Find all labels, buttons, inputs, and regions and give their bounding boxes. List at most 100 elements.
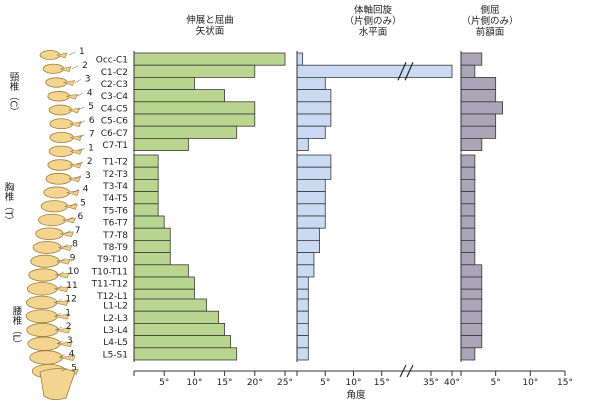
bar-rotation-c5-c6 [296, 113, 332, 127]
x-tick-label: 15° [217, 378, 233, 388]
bar-rotation-t6-t7 [296, 215, 326, 229]
bar-rotation-t9-t10 [296, 252, 315, 266]
bar-rotation-l3-l4 [296, 322, 309, 336]
x-tick-label: 10° [522, 378, 538, 388]
category-label-t8-t9: T8-T9 [102, 243, 128, 253]
axis-break-mark [404, 62, 414, 81]
bar-lateral-c2-c3 [460, 77, 497, 91]
vertebra-body [35, 227, 64, 241]
leader-line [78, 120, 85, 124]
category-label-c4-c5: C4-C5 [101, 104, 128, 114]
bar-flexion-c5-c6 [133, 113, 256, 127]
chart-title-line: 体軸回旋 [354, 4, 393, 16]
bar-flexion-c1-c2 [133, 64, 256, 78]
spinous-process [70, 148, 83, 155]
vertebra-body [48, 104, 72, 116]
vertebra-body [49, 131, 74, 144]
vertebra-number: 6 [89, 116, 95, 126]
bar-lateral-l1-l2 [460, 298, 483, 312]
bar-rotation-l4-l5 [296, 335, 309, 349]
vertebra-body [27, 336, 61, 351]
leader-line [70, 203, 77, 207]
bar-flexion-t11-t12 [133, 276, 195, 290]
chart-title-line: 水平面 [359, 26, 388, 38]
category-label-c2-c3: C2-C3 [101, 80, 128, 90]
spinous-process [59, 66, 72, 73]
category-label-t11-t12: T11-T12 [91, 280, 128, 290]
vertebra-number: 3 [85, 171, 91, 181]
bar-rotation-c7-t1 [296, 137, 309, 151]
leader-line [74, 79, 81, 83]
spinous-process [69, 121, 82, 128]
chart-title-line: 前額面 [476, 26, 505, 38]
spinous-process [62, 80, 75, 86]
vertebra-body [30, 254, 60, 268]
chart-title-line: （片側のみ） [344, 15, 401, 27]
x-tick-label: 5° [320, 378, 330, 388]
bar-lateral-l5-s1 [460, 347, 476, 361]
leader-line [59, 258, 66, 262]
bar-flexion-c7-t1 [133, 137, 189, 151]
spinous-process [55, 52, 68, 59]
vertebra-number: 6 [77, 212, 83, 222]
vertebra-number: 12 [65, 295, 76, 305]
vertebra-body [26, 295, 58, 310]
vertebra-number: 9 [70, 253, 76, 263]
bar-lateral-l4-l5 [460, 335, 483, 349]
category-label-t4-t5: T4-T5 [102, 194, 128, 204]
bar-flexion-t6-t7 [133, 215, 165, 229]
bar-rotation-l1-l2 [296, 298, 309, 312]
bar-flexion-t5-t6 [133, 203, 159, 217]
bar-rotation-t8-t9 [296, 239, 321, 253]
vertebra-number: 2 [66, 322, 72, 332]
spinous-process [54, 286, 69, 293]
bar-flexion-occ-c1 [133, 52, 286, 66]
bar-rotation-t1-t2 [296, 154, 332, 168]
category-label-t3-t4: T3-T4 [102, 182, 128, 192]
vertebra-number: 10 [68, 267, 80, 277]
bar-rotation-t7-t8 [296, 227, 321, 241]
bar-flexion-t2-t3 [133, 166, 159, 180]
vertebra-number: 5 [88, 102, 94, 112]
leader-line [64, 230, 71, 234]
region-label-lumbar: 腰椎（L） [11, 306, 23, 349]
leader-line [78, 106, 85, 111]
bar-flexion-t7-t8 [133, 227, 171, 241]
bar-rotation-t10-t11 [296, 264, 315, 278]
bar-flexion-c6-c7 [133, 125, 238, 139]
vertebra-number: 11 [66, 281, 77, 291]
bar-flexion-t1-t2 [133, 154, 159, 168]
category-label-l1-l2: L1-L2 [103, 302, 128, 312]
vertebra-number: 5 [80, 198, 86, 208]
region-label-cervical: 頸椎（C） [8, 72, 20, 117]
category-label-t1-t2: T1-T2 [102, 158, 128, 168]
bar-flexion-l5-s1 [133, 347, 238, 361]
vertebra-number: 4 [83, 185, 89, 195]
bar-rotation-c2-c3 [296, 77, 326, 91]
leader-line [67, 216, 74, 221]
x-tick-label: 15° [557, 378, 573, 388]
x-tick-label: 15° [374, 378, 390, 388]
bar-rotation-c1-c2 [296, 64, 453, 78]
category-label-t5-t6: T5-T6 [102, 206, 128, 216]
bar-lateral-t4-t5 [460, 191, 476, 205]
vertebra-body [32, 241, 62, 254]
sacrum [39, 368, 76, 400]
category-label-l4-l5: L4-L5 [103, 338, 128, 348]
vertebra-number: 1 [79, 47, 85, 57]
bar-lateral-t8-t9 [460, 239, 476, 253]
bar-flexion-c3-c4 [133, 89, 225, 103]
bar-lateral-t2-t3 [460, 166, 476, 180]
bar-flexion-t4-t5 [133, 191, 159, 205]
spinous-process [66, 190, 80, 196]
leader-line [74, 175, 82, 179]
bar-rotation-l2-l3 [296, 310, 309, 324]
leader-line [61, 368, 68, 372]
bar-lateral-c4-c5 [460, 101, 503, 115]
bar-lateral-t6-t7 [460, 215, 476, 229]
x-axis-label: 角度 [346, 389, 366, 401]
category-label-occ-c1: Occ-C1 [96, 56, 128, 66]
leader-line [78, 148, 85, 152]
